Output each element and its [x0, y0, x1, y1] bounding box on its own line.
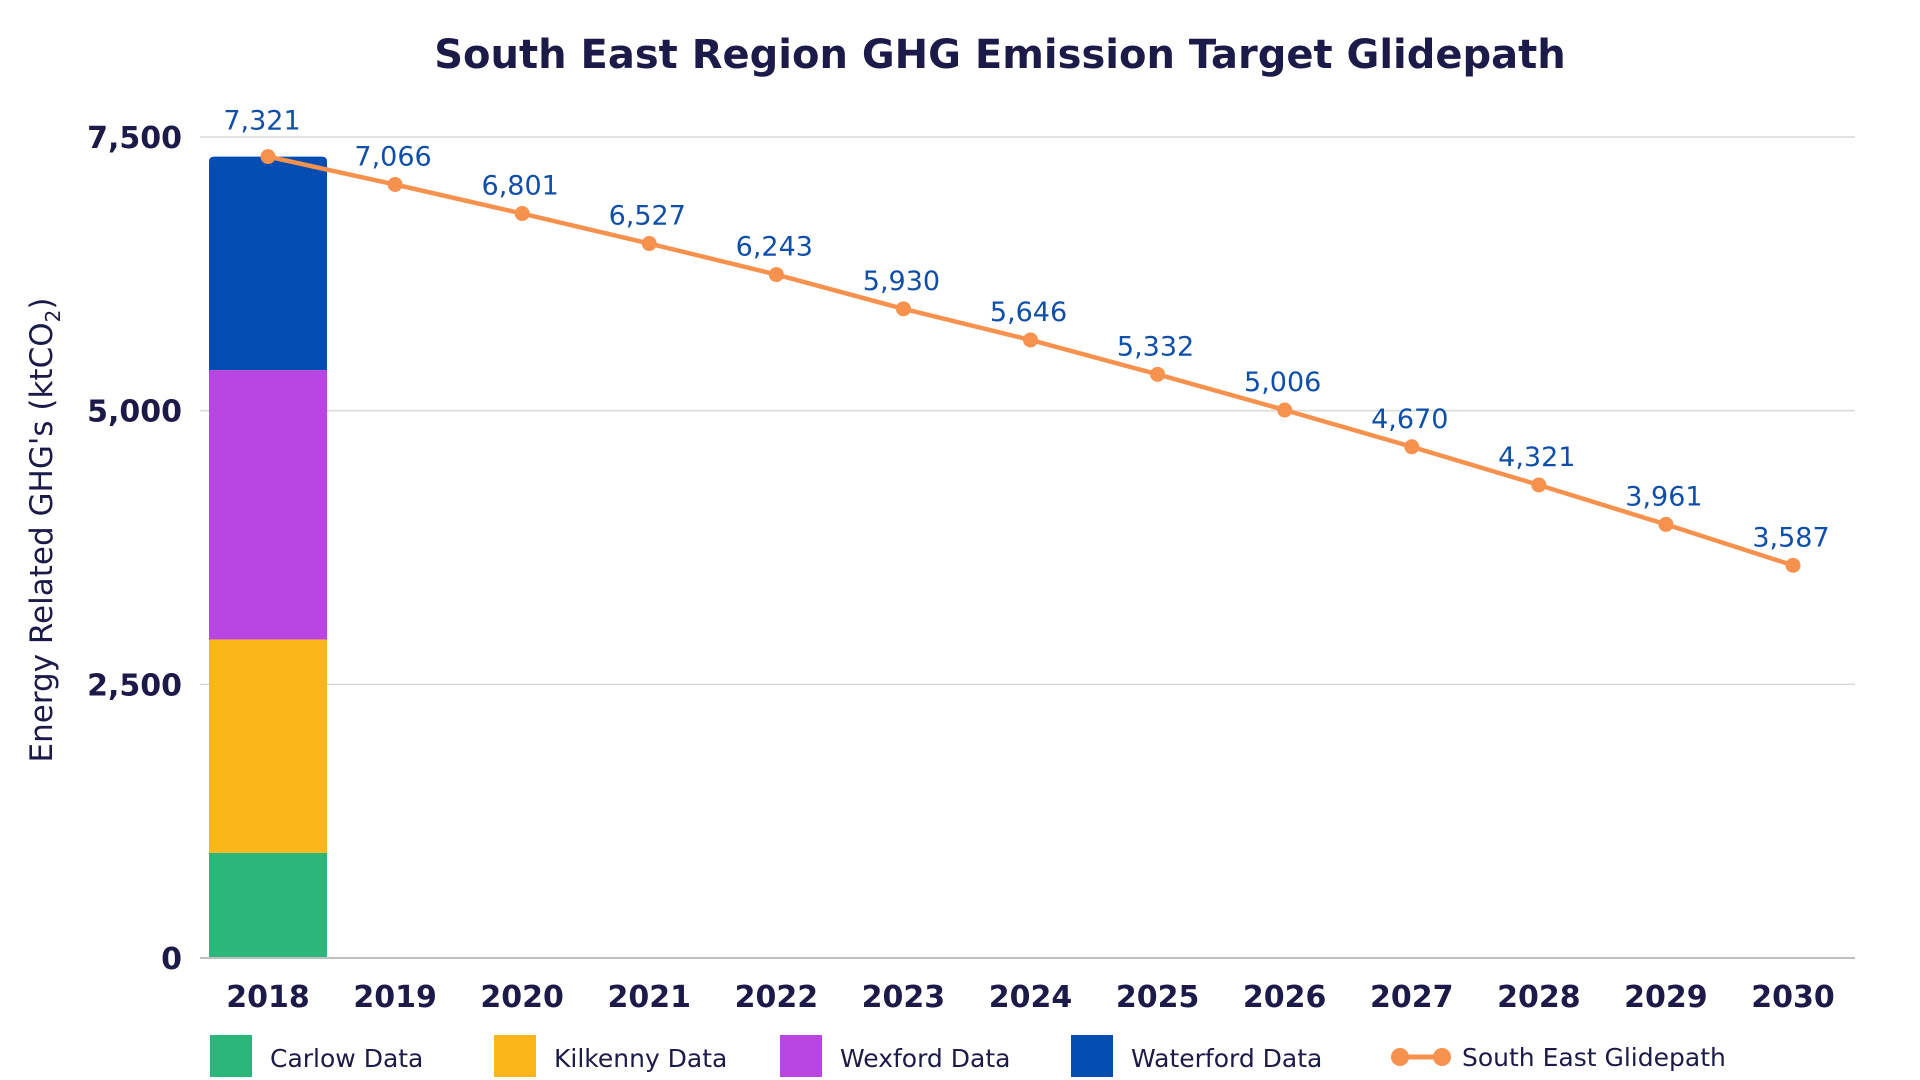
legend-point-swatch [1391, 1048, 1409, 1066]
glidepath-point [1023, 332, 1038, 348]
legend-label: South East Glidepath [1462, 1043, 1726, 1072]
bar-layer [209, 156, 327, 958]
x-tick-label: 2018 [226, 980, 310, 1015]
y-axis-label-main: Energy Related GHG's (ktCO [24, 322, 60, 762]
data-label: 4,321 [1498, 442, 1575, 473]
y-tick-label: 7,500 [87, 121, 182, 156]
glidepath-point [895, 301, 911, 317]
data-label: 3,587 [1752, 522, 1829, 553]
legend-swatch [494, 1035, 536, 1077]
y-axis-label: Energy Related GHG's (ktCO2) [24, 298, 65, 763]
grid-layer [200, 136, 1855, 686]
bar-segment-carlow-data [209, 852, 327, 958]
data-label: 5,646 [990, 297, 1067, 328]
glidepath-point [1404, 439, 1420, 455]
legend-label: Wexford Data [840, 1044, 1010, 1073]
legend-swatch [780, 1035, 822, 1077]
bar-segment-kilkenny-data [209, 639, 327, 853]
data-label: 7,066 [354, 142, 431, 173]
data-label: 7,321 [223, 106, 300, 137]
x-tick-label: 2020 [480, 980, 564, 1015]
y-tick-label: 2,500 [87, 668, 182, 703]
data-label: 6,243 [736, 232, 813, 263]
x-tick-label: 2022 [735, 980, 819, 1015]
glidepath-point [1277, 402, 1293, 418]
x-tick-label: 2028 [1497, 980, 1581, 1015]
glidepath-point [1150, 366, 1166, 382]
glidepath-line [265, 154, 1796, 568]
x-tick-label: 2023 [862, 980, 946, 1015]
x-tick-label: 2027 [1370, 980, 1454, 1015]
legend-item: Kilkenny Data [494, 1035, 727, 1077]
legend-label: Carlow Data [270, 1044, 423, 1073]
glidepath-point [514, 206, 530, 222]
legend: Carlow Data Kilkenny Data Wexford Data Wate… [210, 1035, 1726, 1077]
x-tick-label: 2025 [1116, 980, 1200, 1015]
line-layer [260, 149, 1801, 573]
data-label: 6,801 [482, 171, 559, 202]
legend-point-swatch [1433, 1048, 1451, 1066]
glidepath-point [1531, 477, 1547, 493]
glidepath-point [1658, 516, 1674, 532]
chart-title: South East Region GHG Emission Target Gl… [434, 32, 1566, 78]
data-label: 4,670 [1371, 404, 1448, 435]
x-tick-label: 2021 [608, 980, 692, 1015]
legend-label: Kilkenny Data [554, 1044, 727, 1073]
glidepath-point [768, 267, 784, 283]
glidepath-point [641, 236, 657, 252]
legend-item: Wexford Data [780, 1035, 1010, 1077]
y-axis-label-subscript: 2 [41, 310, 65, 323]
x-tick-label: 2030 [1751, 980, 1835, 1015]
data-label: 5,006 [1244, 367, 1321, 398]
data-label: 3,961 [1625, 481, 1702, 512]
data-label: 6,527 [609, 201, 686, 232]
glidepath-point [387, 177, 403, 193]
data-label: 5,930 [863, 266, 940, 297]
x-tick-label: 2024 [989, 980, 1073, 1015]
legend-item: South East Glidepath [1391, 1043, 1726, 1072]
glidepath-point [1785, 557, 1801, 573]
x-tick-label: 2029 [1624, 980, 1708, 1015]
legend-swatch [1071, 1035, 1113, 1077]
axis-layer: 0 2,500 5,000 7,500 2018 2019 2020 2021 2022 2023… [87, 121, 1855, 1015]
legend-swatch [210, 1035, 252, 1077]
legend-item: Carlow Data [210, 1035, 423, 1077]
x-tick-label: 2019 [353, 980, 437, 1015]
bar-segment-wexford-data [209, 370, 327, 640]
data-label: 5,332 [1117, 331, 1194, 362]
legend-label: Waterford Data [1131, 1044, 1322, 1073]
glidepath-point [260, 149, 276, 165]
bar-segment-waterford-data [209, 156, 327, 371]
legend-item: Waterford Data [1071, 1035, 1322, 1077]
label-layer: 7,321 7,066 6,801 6,527 6,243 5,930 5,646 5,332… [223, 106, 1829, 554]
y-axis-label-close: ) [24, 298, 60, 310]
y-tick-label: 5,000 [87, 395, 182, 430]
x-tick-label: 2026 [1243, 980, 1327, 1015]
y-tick-label: 0 [161, 942, 182, 977]
